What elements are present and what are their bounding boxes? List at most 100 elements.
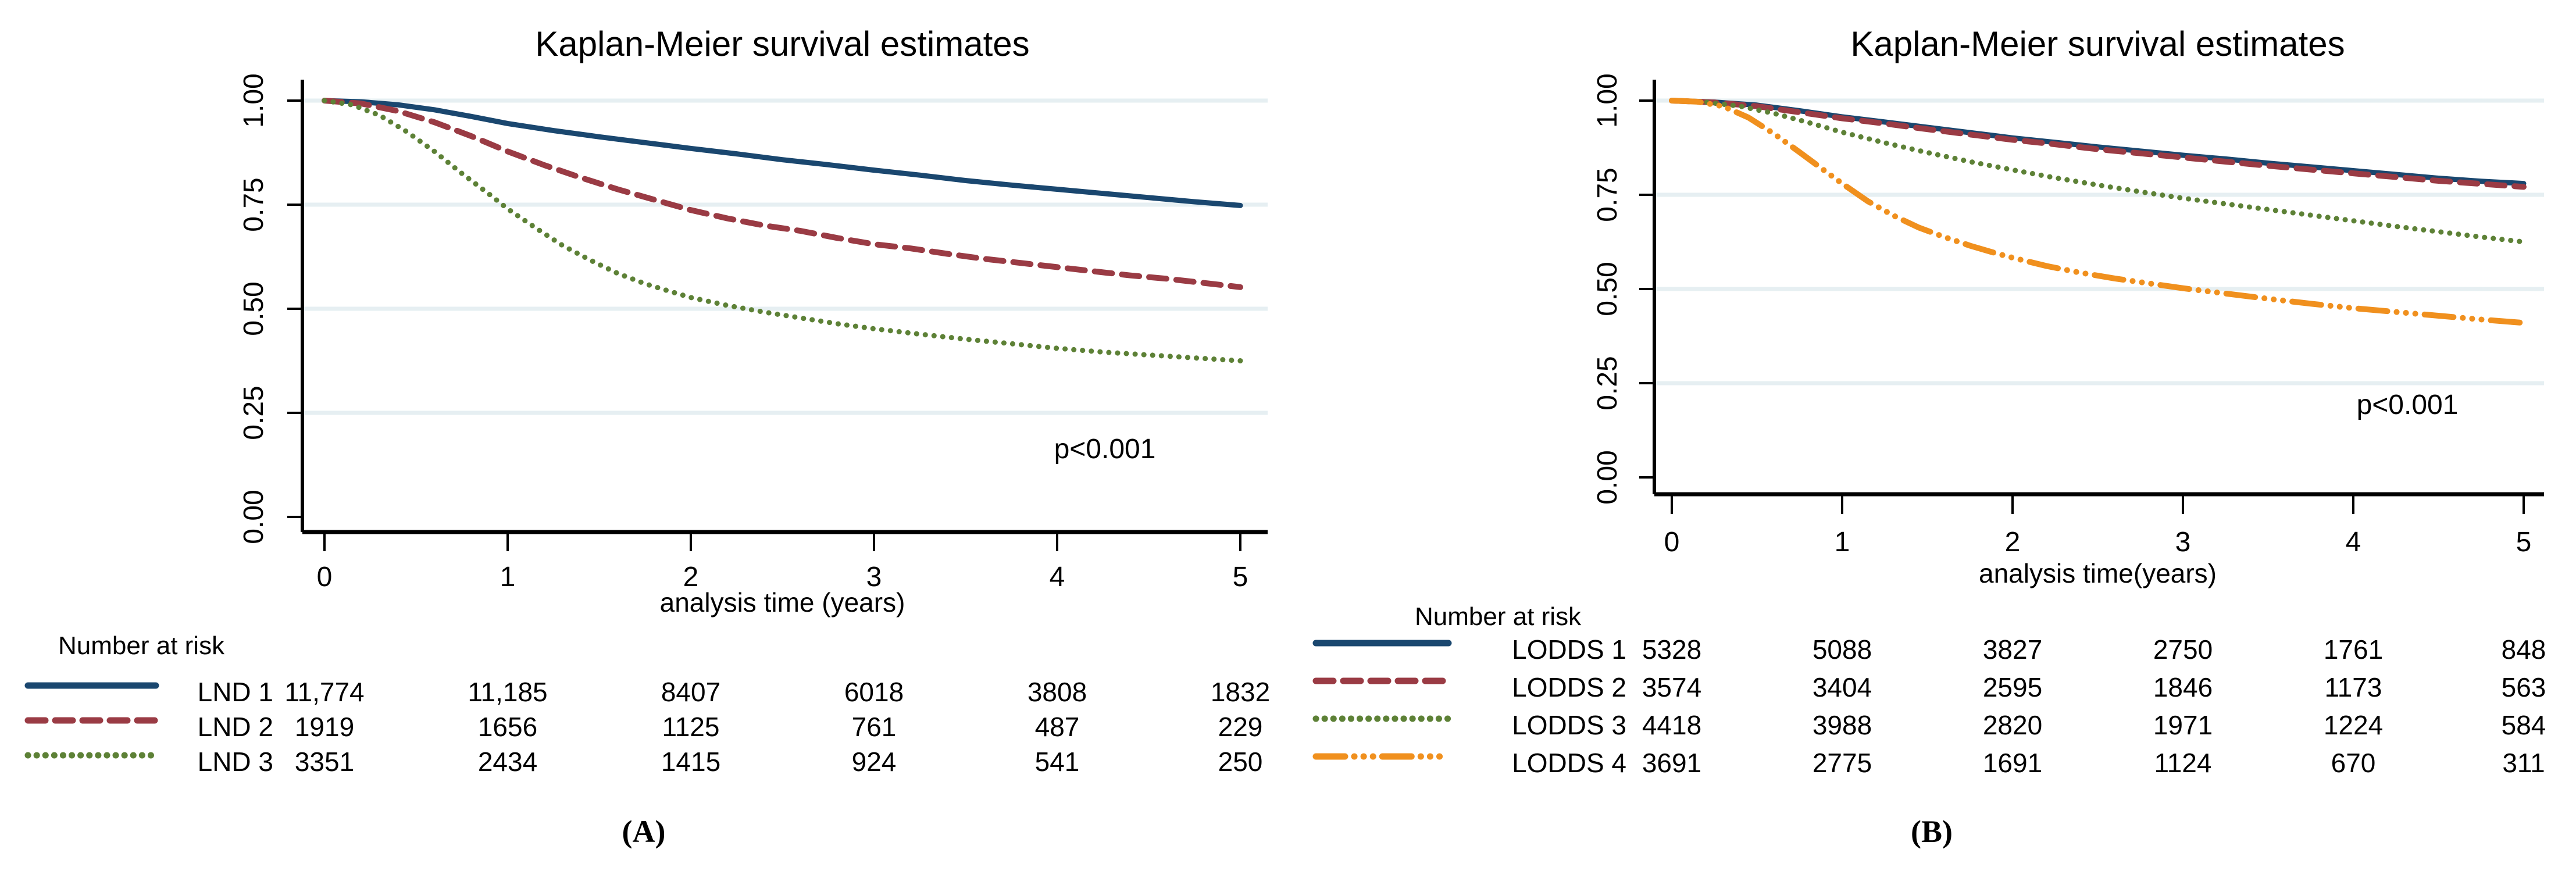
risk-count: 3574 xyxy=(1642,672,1701,702)
y-tick-label: 0.25 xyxy=(238,386,269,440)
x-tick-label: 2 xyxy=(2005,527,2021,558)
risk-row-label: LND 3 xyxy=(198,747,273,777)
x-tick-label: 5 xyxy=(2516,527,2532,558)
risk-count: 2434 xyxy=(478,747,537,777)
risk-count: 1919 xyxy=(295,712,354,742)
chart-title: Kaplan-Meier survival estimates xyxy=(535,24,1029,63)
risk-count: 541 xyxy=(1035,747,1080,777)
risk-count: 311 xyxy=(2502,748,2545,778)
risk-count: 3691 xyxy=(1642,748,1701,778)
x-tick-label: 2 xyxy=(683,562,699,593)
km-curve-lnd-2 xyxy=(322,98,1243,290)
risk-row-label: LODDS 2 xyxy=(1512,672,1626,702)
risk-row-label: LND 2 xyxy=(198,712,273,742)
km-chart-B: 0.00 0.25 0.50 0.75 1.00 0 1 2 3 4 5 LODDS 1 5328 5… xyxy=(1312,24,2546,849)
risk-count: 4418 xyxy=(1642,710,1701,740)
y-tick-label: 0.00 xyxy=(1592,450,1623,504)
risk-count: 1173 xyxy=(2325,672,2382,702)
p-value-annotation: p<0.001 xyxy=(1054,434,1156,465)
km-curve-lnd-3 xyxy=(322,98,1243,363)
x-tick-label: 0 xyxy=(1664,527,1680,558)
risk-row-label: LODDS 1 xyxy=(1512,634,1626,665)
survival-curves xyxy=(322,98,1243,363)
x-tick-label: 3 xyxy=(2175,527,2191,558)
risk-count: 1224 xyxy=(2324,710,2383,740)
km-curve-lodds-3 xyxy=(1669,98,2527,245)
y-tick-label: 0.50 xyxy=(238,281,269,336)
x-tick-label: 1 xyxy=(500,562,516,593)
risk-count: 1656 xyxy=(478,712,537,742)
risk-count: 3827 xyxy=(1983,634,2042,665)
risk-count: 1832 xyxy=(1211,677,1270,707)
risk-count: 6018 xyxy=(844,677,904,707)
risk-row-label: LND 1 xyxy=(198,677,273,707)
risk-count: 1415 xyxy=(661,747,720,777)
gridlines xyxy=(302,98,1268,415)
chart-title: Kaplan-Meier survival estimates xyxy=(1850,24,2345,63)
risk-count: 848 xyxy=(2502,634,2546,665)
x-tick-label: 1 xyxy=(1835,527,1850,558)
y-tick-label: 0.50 xyxy=(1592,262,1623,316)
x-tick-label: 5 xyxy=(1233,562,1248,593)
y-tick-label: 1.00 xyxy=(238,73,269,127)
x-axis-ticks: 0 1 2 3 4 5 xyxy=(1664,494,2532,558)
x-tick-label: 4 xyxy=(2346,527,2361,558)
y-axis-ticks: 0.00 0.25 0.50 0.75 1.00 xyxy=(238,73,302,544)
risk-count: 11,185 xyxy=(468,677,547,707)
risk-row-label: LODDS 3 xyxy=(1512,710,1626,740)
risk-table: LODDS 1 5328 5088 3827 2750 1761 848 LODDS 2 357… xyxy=(1312,634,2546,778)
km-curve-lodds-4 xyxy=(1669,98,2527,326)
risk-count: 487 xyxy=(1035,712,1080,742)
p-value-annotation: p<0.001 xyxy=(2357,390,2459,420)
panel-B: 0.00 0.25 0.50 0.75 1.00 0 1 2 3 4 5 LODDS 1 5328 5… xyxy=(1288,0,2576,878)
risk-count: 2775 xyxy=(1813,748,1872,778)
risk-count: 11,774 xyxy=(284,677,364,707)
risk-count: 1125 xyxy=(662,712,720,742)
x-axis-title: analysis time(years) xyxy=(1979,558,2217,588)
risk-count: 563 xyxy=(2502,672,2546,702)
x-axis-ticks: 0 1 2 3 4 5 xyxy=(317,532,1248,593)
risk-count: 924 xyxy=(852,747,897,777)
y-tick-label: 0.75 xyxy=(238,177,269,231)
risk-row-label: LODDS 4 xyxy=(1512,748,1626,778)
risk-count: 670 xyxy=(2331,748,2376,778)
y-axis-ticks: 0.00 0.25 0.50 0.75 1.00 xyxy=(1592,73,1654,505)
risk-count: 250 xyxy=(1218,747,1263,777)
risk-table: LND 1 11,774 11,185 8407 6018 3808 1832 LND 2 19… xyxy=(24,677,1270,777)
risk-count: 1846 xyxy=(2153,672,2213,702)
panel-letter: (A) xyxy=(622,814,666,849)
y-tick-label: 0.00 xyxy=(238,490,269,544)
x-tick-label: 0 xyxy=(317,562,333,593)
number-at-risk-header: Number at risk xyxy=(58,631,225,660)
x-axis-title: analysis time (years) xyxy=(660,587,905,618)
risk-count: 1691 xyxy=(1983,748,2042,778)
risk-count: 3404 xyxy=(1813,672,1872,702)
risk-count: 5328 xyxy=(1642,634,1701,665)
axes xyxy=(301,80,1268,534)
risk-count: 3351 xyxy=(295,747,354,777)
risk-count: 3808 xyxy=(1027,677,1087,707)
risk-count: 1761 xyxy=(2324,634,2383,665)
risk-count: 2595 xyxy=(1983,672,2042,702)
risk-count: 1124 xyxy=(2154,748,2212,778)
y-tick-label: 0.75 xyxy=(1592,167,1623,222)
risk-count: 3988 xyxy=(1813,710,1872,740)
risk-count: 2820 xyxy=(1983,710,2042,740)
y-tick-label: 1.00 xyxy=(1592,73,1623,127)
risk-count: 229 xyxy=(1218,712,1263,742)
panel-A: 0.00 0.25 0.50 0.75 1.00 0 1 2 3 4 5 LND 1 11,774 1… xyxy=(24,24,1270,849)
risk-count: 1971 xyxy=(2153,710,2213,740)
survival-curves xyxy=(1669,98,2527,326)
km-chart-A: 0.00 0.25 0.50 0.75 1.00 0 1 2 3 4 5 LND 1 11,774 1… xyxy=(24,24,1270,849)
risk-count: 5088 xyxy=(1813,634,1872,665)
km-curve-lnd-1 xyxy=(322,98,1243,208)
gridlines xyxy=(1654,98,2544,386)
km-curve-lodds-2 xyxy=(1669,98,2527,190)
risk-count: 2750 xyxy=(2153,634,2213,665)
x-tick-label: 3 xyxy=(866,562,882,593)
panel-letter: (B) xyxy=(1911,814,1953,849)
risk-count: 8407 xyxy=(661,677,720,707)
risk-count: 761 xyxy=(852,712,897,742)
x-tick-label: 4 xyxy=(1050,562,1065,593)
